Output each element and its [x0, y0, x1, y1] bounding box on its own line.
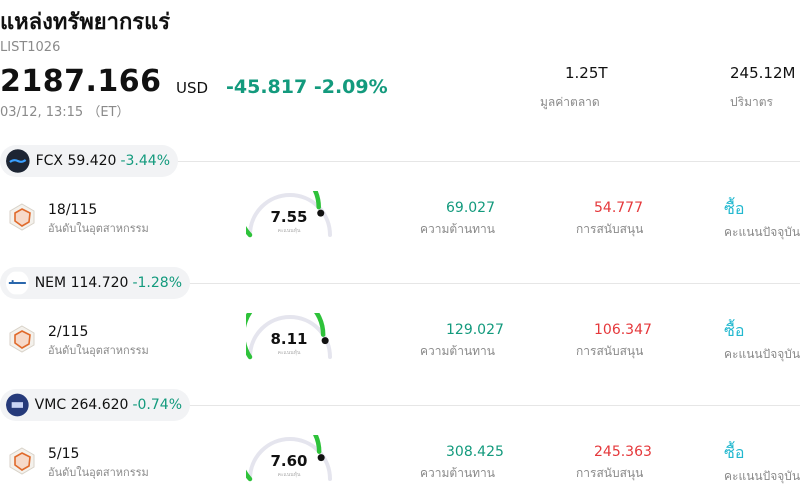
- change-value: -45.817: [226, 76, 308, 98]
- support-label: การสนับสนุน: [576, 344, 644, 358]
- page-title: แหล่งทรัพยากรแร่: [0, 10, 171, 35]
- stock-score: 7.55: [270, 208, 308, 226]
- row-divider: [175, 405, 800, 406]
- resistance-label: ความต้านทาน: [420, 466, 495, 480]
- timestamp: 03/12, 13:15 （ET）: [0, 105, 130, 120]
- rank-radar-icon: [8, 447, 36, 479]
- vmc-logo-icon: [6, 393, 29, 417]
- stock-ticker: FCX: [35, 153, 64, 169]
- stock-score-caption: คะแนนหุ้น: [277, 472, 301, 478]
- stock-ticker: NEM: [34, 275, 67, 291]
- buy-rating[interactable]: ซื้อ: [724, 443, 745, 462]
- market-cap-label: มูลค่าตลาด: [540, 95, 600, 109]
- resistance-value: 308.425: [446, 444, 504, 460]
- stock-score: 7.60: [270, 452, 308, 470]
- stock-chip[interactable]: NEM 114.720 -1.28%: [0, 267, 190, 299]
- stock-score-caption: คะแนนหุ้น: [277, 350, 301, 356]
- rating-label: คะแนนปัจจุบัน: [724, 225, 800, 239]
- stock-score-caption: คะแนนหุ้น: [277, 228, 301, 234]
- stock-ticker: VMC: [34, 397, 67, 413]
- price-change: -45.817 -2.09%: [226, 76, 388, 98]
- industry-rank: 18/115: [48, 202, 98, 218]
- support-label: การสนับสนุน: [576, 222, 644, 236]
- change-percent: -2.09%: [313, 76, 388, 98]
- resistance-value: 129.027: [446, 322, 504, 338]
- resistance-label: ความต้านทาน: [420, 222, 495, 236]
- stock-price: 114.720: [70, 275, 129, 291]
- industry-rank: 2/115: [48, 324, 89, 340]
- stock-chip[interactable]: VMC 264.620 -0.74%: [0, 389, 190, 421]
- stock-change-pct: -3.44%: [120, 153, 170, 169]
- index-code: LIST1026: [0, 40, 61, 55]
- industry-rank-label: อันดับในอุตสาหกรรม: [48, 344, 149, 357]
- volume-value: 245.12M: [730, 64, 796, 82]
- stock-change-pct: -1.28%: [132, 275, 182, 291]
- resistance-value: 69.027: [446, 200, 495, 216]
- stock-score: 8.11: [270, 330, 308, 348]
- support-label: การสนับสนุน: [576, 466, 644, 480]
- rank-radar-icon: [8, 203, 36, 235]
- volume-label: ปริมาตร: [730, 95, 773, 109]
- support-value: 106.347: [594, 322, 652, 338]
- support-value: 245.363: [594, 444, 652, 460]
- industry-rank-label: อันดับในอุตสาหกรรม: [48, 466, 149, 479]
- industry-rank-label: อันดับในอุตสาหกรรม: [48, 222, 149, 235]
- resistance-label: ความต้านทาน: [420, 344, 495, 358]
- stock-chip[interactable]: FCX 59.420 -3.44%: [0, 145, 178, 177]
- row-divider: [175, 161, 800, 162]
- fcx-logo-icon: [6, 149, 30, 173]
- rating-label: คะแนนปัจจุบัน: [724, 469, 800, 483]
- rank-radar-icon: [8, 325, 36, 357]
- currency-label: USD: [176, 79, 209, 97]
- row-divider: [175, 283, 800, 284]
- nem-logo-icon: [6, 271, 29, 295]
- stock-price: 264.620: [70, 397, 129, 413]
- buy-rating[interactable]: ซื้อ: [724, 321, 745, 340]
- index-price: 2187.166: [0, 64, 162, 99]
- market-cap-value: 1.25T: [565, 64, 608, 82]
- stock-price: 59.420: [67, 153, 117, 169]
- stock-change-pct: -0.74%: [132, 397, 182, 413]
- rating-label: คะแนนปัจจุบัน: [724, 347, 800, 361]
- buy-rating[interactable]: ซื้อ: [724, 199, 745, 218]
- support-value: 54.777: [594, 200, 643, 216]
- industry-rank: 5/15: [48, 446, 80, 462]
